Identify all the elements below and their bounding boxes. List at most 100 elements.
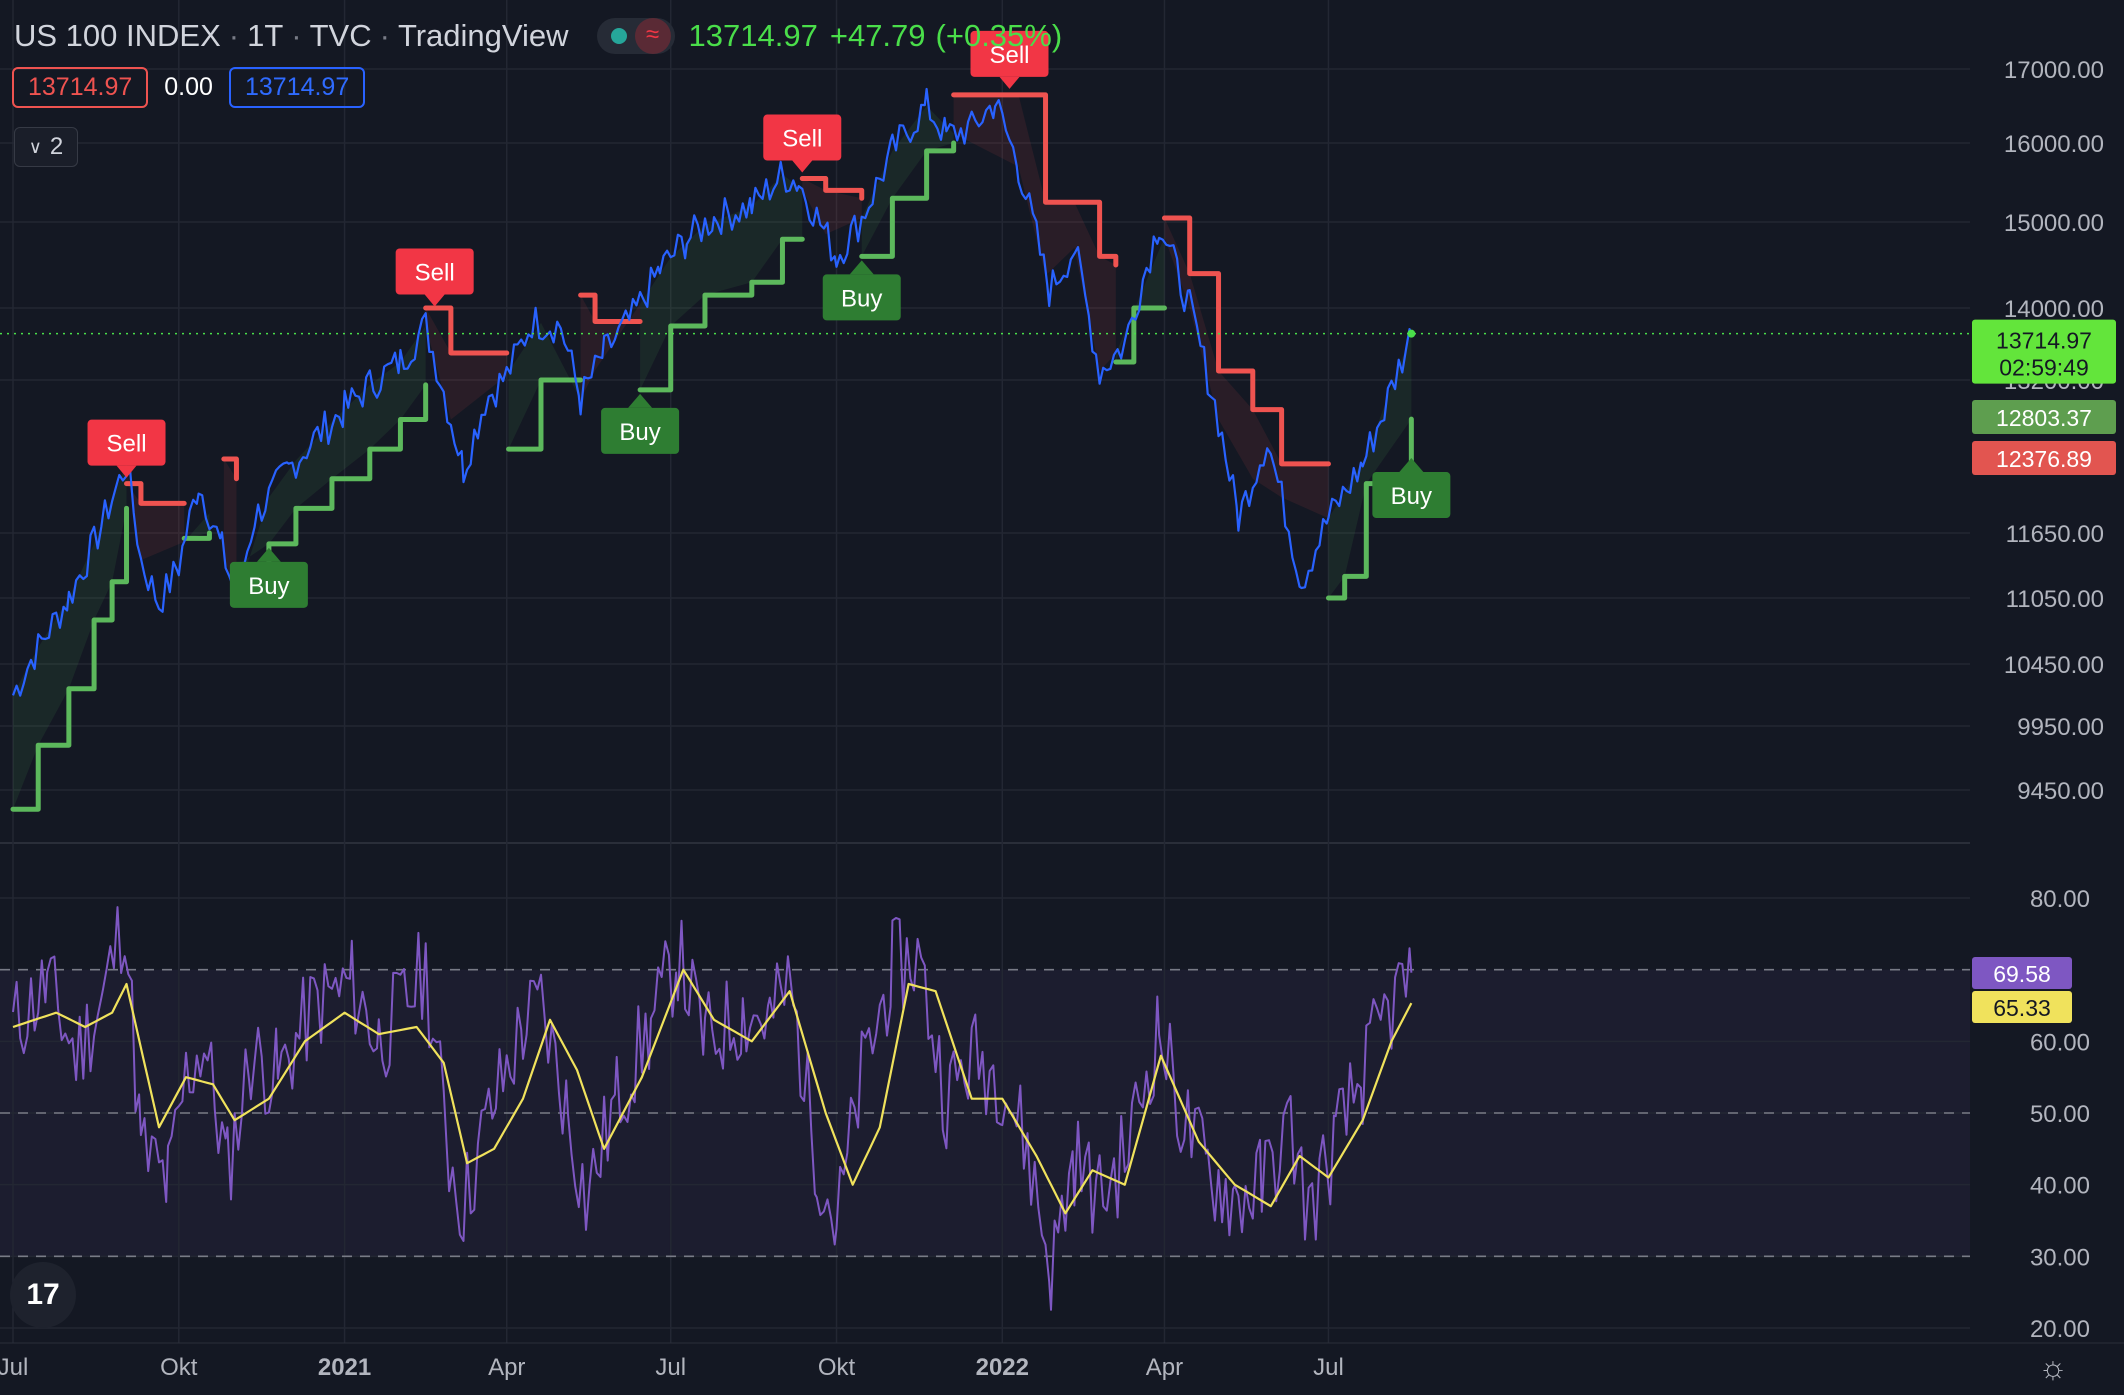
rsi-ma-line — [12, 968, 1413, 1215]
price-axis-label: 15000.00 — [2004, 210, 2104, 237]
price-axis-label: 17000.00 — [2004, 57, 2104, 84]
signal-buy-label: Buy — [822, 260, 901, 321]
buy-pointer — [1399, 458, 1424, 473]
sell-pointer — [116, 465, 137, 478]
buy-box — [822, 274, 901, 321]
price-change: +47.79 — [829, 18, 926, 53]
supertrend-down-line — [578, 292, 643, 324]
time-axis-label: Jul — [0, 1354, 28, 1381]
rsi-axis-label: 20.00 — [2030, 1316, 2090, 1343]
last-price-tag-bg — [1972, 319, 2116, 384]
time-axis-label: Okt — [818, 1354, 856, 1381]
market-status-pill[interactable]: ≈ — [596, 18, 675, 54]
signal-buy-label: Buy — [1372, 458, 1451, 519]
last-price-tag-text: 13714.97 — [1996, 328, 2092, 354]
symbol-name[interactable]: US 100 INDEX — [14, 18, 221, 53]
supertrend-down-line — [1161, 215, 1331, 467]
supertrend-up-line — [506, 377, 584, 452]
supertrend-down-fill — [953, 94, 1116, 372]
sell-pointer — [424, 294, 445, 307]
wave-icon: ≈ — [634, 18, 671, 54]
time-axis-label: Apr — [488, 1354, 525, 1381]
sell-text: Sell — [989, 42, 1029, 69]
chevron-down-icon: ∨ — [28, 136, 42, 157]
market-open-dot-icon — [610, 28, 627, 44]
buy-text: Buy — [248, 573, 289, 600]
collapse-indicators-button[interactable]: ∨ 2 — [14, 127, 78, 167]
time-axis-label: 2021 — [318, 1354, 371, 1381]
separator-dot: · — [228, 18, 240, 53]
bid-value[interactable]: 13714.97 — [12, 67, 149, 108]
signal-buy-label: Buy — [229, 547, 308, 608]
sell-text: Sell — [782, 126, 822, 153]
sell-text: Sell — [415, 260, 455, 287]
settings-gear-icon[interactable]: ☼ — [2038, 1349, 2068, 1385]
rsi-tag-text: 65.33 — [1993, 995, 2051, 1021]
time-axis-label: Jul — [1313, 1354, 1344, 1381]
supertrend-down-line — [799, 176, 865, 201]
supertrend-up-line — [181, 530, 212, 541]
rsi-line — [12, 906, 1413, 1311]
interval-label[interactable]: 1T — [247, 18, 284, 53]
buy-pointer — [849, 260, 874, 275]
countdown-tag-text: 02:59:49 — [1999, 355, 2089, 381]
time-axis-label: 2022 — [976, 1354, 1029, 1381]
price-axis-label: 14000.00 — [2004, 296, 2104, 323]
symbol-header: US 100 INDEX · 1T · TVC · TradingView ≈ … — [14, 14, 1062, 58]
platform-label: TradingView — [397, 18, 569, 53]
signal-sell-label: Sell — [763, 114, 842, 173]
buy-text: Buy — [841, 285, 882, 312]
price-axis-label: 9450.00 — [2017, 778, 2104, 805]
supertrend-up-line — [233, 382, 429, 568]
tradingview-logo-icon[interactable]: 17 — [10, 1262, 76, 1328]
supertrend-down-line — [951, 92, 1119, 268]
supertrend-up-fill — [184, 513, 210, 542]
sell-pointer — [792, 160, 813, 173]
price-change-percent: (+0.35%) — [935, 18, 1063, 53]
last-price-dot — [1407, 329, 1416, 338]
price-tag-up: 12803.37 — [1972, 400, 2116, 434]
time-axis-label: Apr — [1146, 1354, 1183, 1381]
time-axis-label: Jul — [655, 1354, 686, 1381]
price-tag-text: 12376.89 — [1996, 446, 2092, 472]
sell-box — [763, 114, 842, 161]
price-axis-label: 10450.00 — [2004, 652, 2104, 679]
supertrend-up-fill — [640, 174, 803, 390]
price-tag-bg — [1972, 441, 2116, 475]
sell-text: Sell — [107, 431, 147, 458]
supertrend-down-fill — [126, 463, 185, 561]
supertrend-up-fill — [13, 463, 127, 810]
rsi-tag-ma: 65.33 — [1972, 991, 2072, 1023]
indicator-count: 2 — [49, 133, 64, 160]
last-price: 13714.97 — [688, 18, 818, 53]
sell-box — [87, 419, 166, 466]
sell-box — [970, 30, 1049, 77]
supertrend-up-line — [10, 505, 130, 812]
rsi-tag-bg — [1972, 957, 2072, 989]
supertrend-up-fill — [861, 106, 954, 257]
supertrend-down-fill — [425, 308, 507, 420]
rsi-axis-label: 60.00 — [2030, 1029, 2090, 1056]
sell-box — [395, 248, 474, 295]
price-line — [11, 87, 1413, 697]
buy-box — [1372, 472, 1451, 519]
ask-value[interactable]: 13714.97 — [228, 67, 366, 108]
price-axis-bg — [1970, 0, 2124, 1343]
signal-sell-label: Sell — [395, 248, 474, 307]
rsi-tag-rsi: 69.58 — [1972, 957, 2072, 989]
time-axis-label: Okt — [160, 1354, 198, 1381]
rsi-tag-bg — [1972, 991, 2072, 1023]
rsi-axis-label: 50.00 — [2030, 1101, 2090, 1128]
buy-pointer — [256, 547, 281, 562]
rsi-tag-text: 69.58 — [1993, 961, 2051, 987]
price-axis-label: 11650.00 — [2006, 521, 2104, 548]
supertrend-down-line — [124, 481, 187, 506]
spread-value: 0.00 — [164, 73, 213, 101]
rsi-axis-label: 80.00 — [2030, 886, 2090, 913]
supertrend-down-line — [221, 456, 239, 482]
rsi-axis-label: 40.00 — [2030, 1173, 2090, 1200]
rsi-axis-label: 30.00 — [2030, 1244, 2090, 1271]
